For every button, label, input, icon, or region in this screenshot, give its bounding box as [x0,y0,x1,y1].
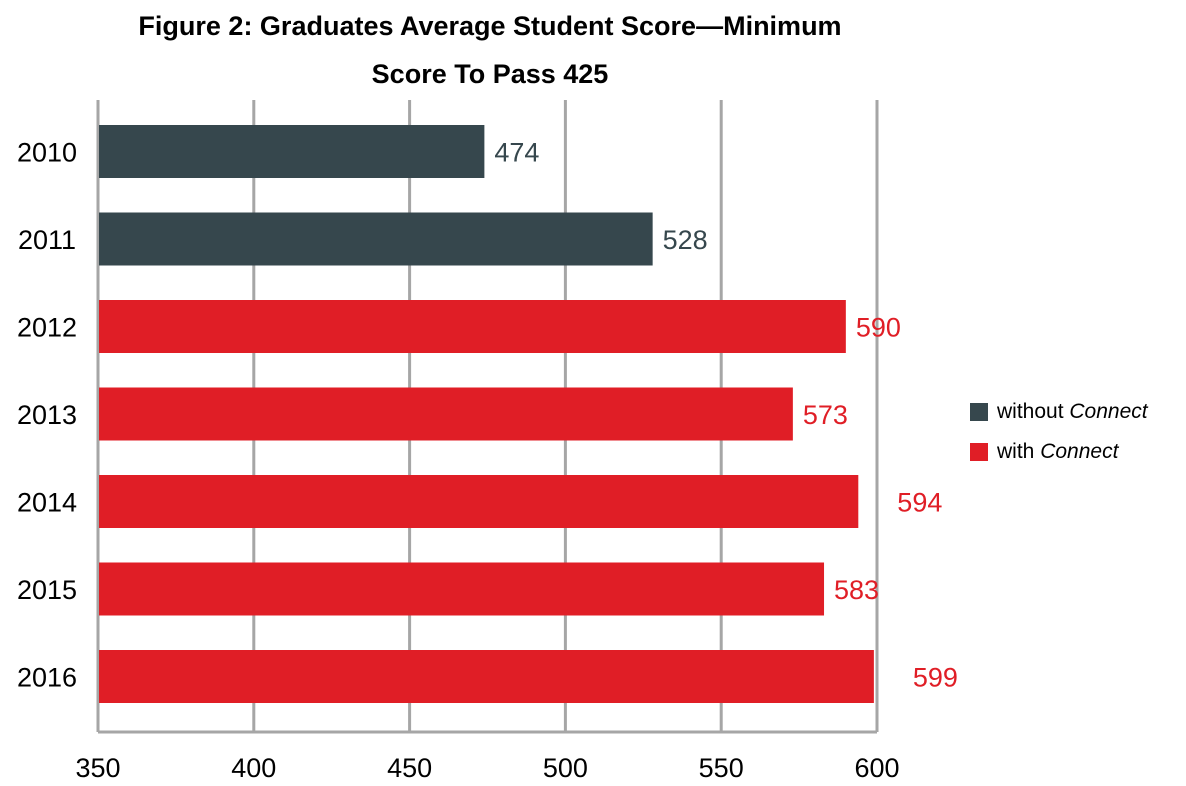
data-label-2014: 594 [897,488,942,518]
bar-2010 [99,125,485,178]
x-tick-350: 350 [75,753,120,783]
bars [99,125,874,703]
chart-title-line-1: Figure 2: Graduates Average Student Scor… [138,11,842,41]
chart-title: Figure 2: Graduates Average Student Scor… [0,2,980,98]
category-labels: 2010 2011 2012 2013 2014 2015 2016 [17,138,77,693]
data-label-2012: 590 [856,313,901,343]
legend-swatch-with [970,443,988,461]
legend: without Connect with Connect [970,392,1148,472]
bar-2013 [99,387,793,441]
category-label-2015: 2015 [17,575,77,605]
data-label-2010: 474 [494,138,539,168]
category-label-2010: 2010 [17,138,77,168]
bar-2012 [99,300,846,353]
category-label-2011: 2011 [18,225,76,255]
legend-prefix: without [997,400,1070,423]
category-label-2016: 2016 [17,663,77,693]
legend-emphasis: Connect [1040,440,1119,463]
x-tick-550: 550 [699,753,744,783]
bar-2015 [99,562,825,616]
legend-item-without-connect: without Connect [970,392,1148,432]
data-label-2011: 528 [663,225,708,255]
x-tick-450: 450 [387,753,432,783]
legend-item-with-connect: with Connect [970,432,1148,472]
data-label-2016: 599 [913,663,958,693]
legend-swatch-without [970,403,988,421]
x-tick-400: 400 [231,753,276,783]
legend-emphasis: Connect [1069,400,1148,423]
category-label-2012: 2012 [17,313,77,343]
chart-title-line-2: Score To Pass 425 [371,59,609,89]
x-tick-500: 500 [543,753,588,783]
bar-2016 [99,650,874,703]
data-label-2013: 573 [803,400,848,430]
category-label-2013: 2013 [17,400,77,430]
data-labels: 474 528 590 573 594 583 599 [494,138,958,693]
x-tick-600: 600 [854,753,899,783]
legend-prefix: with [997,440,1041,463]
category-label-2014: 2014 [17,488,77,518]
bar-2011 [99,212,653,266]
data-label-2015: 583 [834,575,879,605]
x-tick-labels: 350 400 450 500 550 600 [75,753,899,783]
bar-2014 [99,475,859,528]
